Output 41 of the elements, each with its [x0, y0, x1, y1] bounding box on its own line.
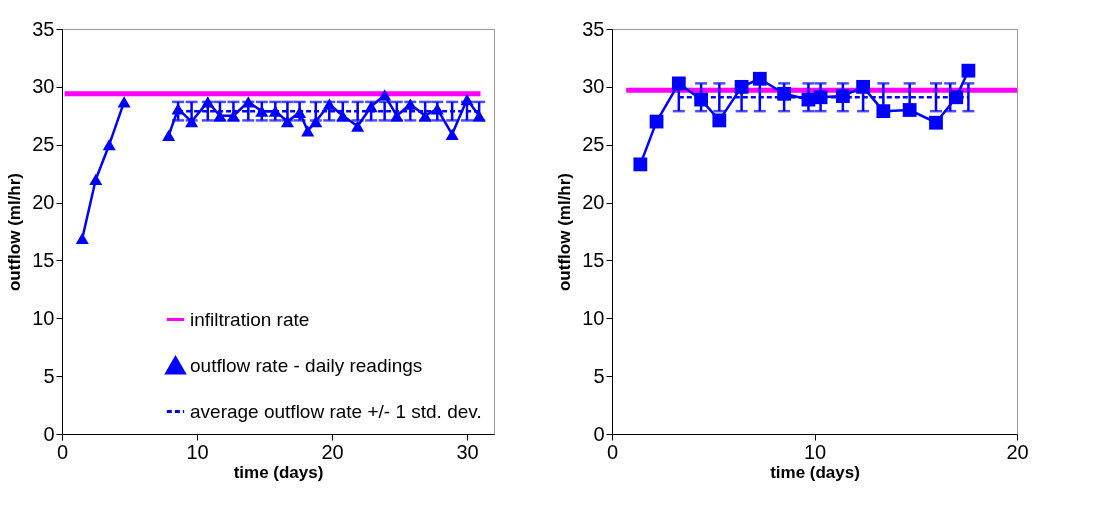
- y-tick-label: 10: [32, 306, 55, 329]
- y-tick-label: 5: [43, 364, 55, 387]
- point: [89, 173, 103, 186]
- y-tick-label: 5: [593, 364, 605, 387]
- point: [301, 125, 315, 137]
- x-tick-label: 30: [456, 440, 479, 463]
- y-tick-label: 10: [582, 306, 605, 329]
- x-tick-label: 10: [186, 440, 209, 463]
- x-tick-label: 20: [1006, 440, 1029, 463]
- y-tick-label: 20: [582, 191, 605, 214]
- y-tick-label: 25: [582, 133, 605, 156]
- point: [712, 113, 727, 128]
- y-tick-label: 30: [32, 75, 55, 98]
- point: [102, 139, 116, 151]
- x-tick-label: 20: [321, 440, 344, 463]
- y-tick-label: 35: [582, 17, 605, 40]
- y-tick-label: 20: [32, 191, 55, 214]
- y-tick-label: 0: [593, 422, 605, 445]
- y-axis-title: outflow (ml/hr): [5, 172, 25, 292]
- point: [117, 96, 131, 108]
- point: [351, 120, 365, 132]
- y-axis-title: outflow (ml/hr): [555, 172, 575, 292]
- legend-label: infiltration rate: [190, 308, 310, 330]
- legend-label: outflow rate - daily readings: [190, 354, 423, 376]
- legend-label: average outflow rate +/- 1 std. dev.: [190, 400, 482, 422]
- x-tick-label: 10: [803, 440, 827, 463]
- y-tick-label: 30: [582, 75, 605, 98]
- y-tick-label: 35: [32, 17, 55, 40]
- y-tick-label: 25: [32, 133, 55, 156]
- point: [162, 129, 176, 142]
- point: [961, 63, 976, 78]
- y-tick-label: 15: [582, 248, 605, 271]
- point: [633, 157, 648, 172]
- y-tick-label: 15: [32, 248, 55, 271]
- x-axis-title: time (days): [233, 462, 324, 482]
- point: [929, 115, 943, 130]
- point: [378, 89, 392, 101]
- point: [445, 128, 459, 140]
- x-axis-title: time (days): [770, 462, 860, 482]
- point: [75, 232, 89, 245]
- y-tick-label: 0: [43, 422, 55, 445]
